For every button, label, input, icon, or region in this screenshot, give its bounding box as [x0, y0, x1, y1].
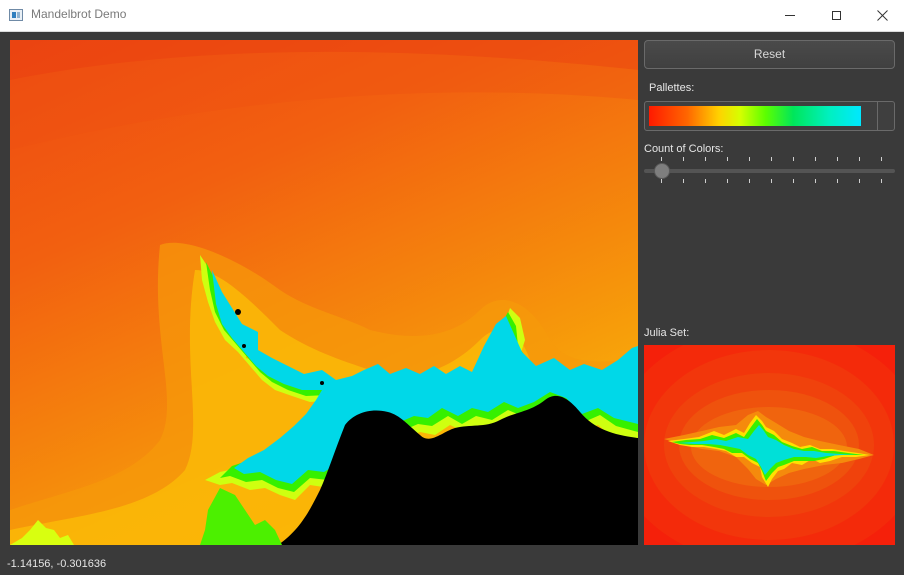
close-button[interactable] — [859, 0, 904, 31]
slider-tick — [859, 157, 860, 161]
slider-tick — [793, 179, 794, 183]
slider-tick — [837, 179, 838, 183]
julia-set-label: Julia Set: — [644, 327, 690, 339]
count-of-colors-label: Count of Colors: — [644, 143, 724, 155]
close-icon — [876, 10, 888, 21]
slider-tick — [815, 157, 816, 161]
slider-handle[interactable] — [654, 163, 670, 179]
minimize-button[interactable] — [767, 0, 813, 31]
slider-tick — [859, 179, 860, 183]
slider-tick — [727, 157, 728, 161]
slider-tick — [793, 157, 794, 161]
slider-tick — [705, 179, 706, 183]
slider-tick — [771, 157, 772, 161]
slider-tick — [815, 179, 816, 183]
slider-tick — [661, 157, 662, 161]
palette-gradient-swatch — [649, 106, 861, 126]
dropdown-arrow-icon[interactable] — [877, 102, 894, 130]
slider-tick — [837, 157, 838, 161]
slider-tick — [749, 179, 750, 183]
slider-tick — [705, 157, 706, 161]
slider-tick — [683, 179, 684, 183]
maximize-icon — [831, 11, 841, 20]
slider-tick — [661, 179, 662, 183]
minimize-icon — [785, 15, 795, 16]
julia-set-view — [644, 345, 895, 545]
reset-button[interactable]: Reset — [644, 40, 895, 69]
mandelbrot-view[interactable] — [10, 40, 638, 545]
count-of-colors-slider[interactable] — [644, 155, 895, 185]
slider-tick — [771, 179, 772, 183]
slider-tick — [881, 179, 882, 183]
title-bar: Mandelbrot Demo — [0, 0, 904, 32]
slider-tick — [727, 179, 728, 183]
app-window-icon — [9, 9, 23, 21]
slider-tick — [749, 157, 750, 161]
slider-tick — [683, 157, 684, 161]
palette-combobox[interactable] — [644, 101, 895, 131]
palettes-label: Pallettes: — [649, 82, 695, 94]
window-title: Mandelbrot Demo — [31, 7, 127, 21]
maximize-button[interactable] — [813, 0, 859, 31]
slider-groove[interactable] — [644, 169, 895, 173]
coordinates-readout: -1.14156, -0.301636 — [7, 558, 107, 570]
slider-tick — [881, 157, 882, 161]
